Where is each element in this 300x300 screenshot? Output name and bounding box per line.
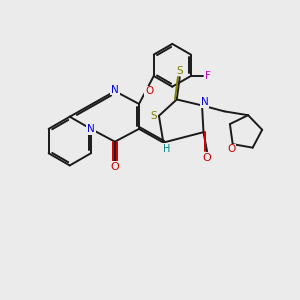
Text: N: N xyxy=(200,98,208,107)
Text: N: N xyxy=(87,124,95,134)
Text: N: N xyxy=(111,85,119,95)
Text: H: H xyxy=(163,144,170,154)
Text: O: O xyxy=(145,86,154,96)
Text: N: N xyxy=(87,124,95,134)
Text: S: S xyxy=(150,111,157,121)
Text: F: F xyxy=(205,71,211,81)
Text: O: O xyxy=(227,145,235,154)
Text: O: O xyxy=(203,153,212,163)
Text: O: O xyxy=(111,162,119,172)
Text: S: S xyxy=(176,66,183,76)
